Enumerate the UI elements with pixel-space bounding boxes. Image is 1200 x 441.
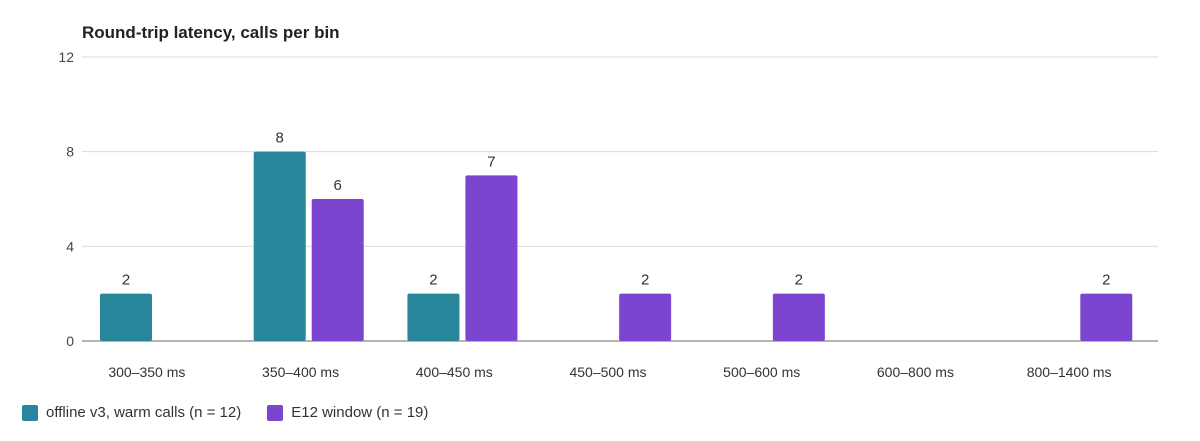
legend-label: E12 window (n = 19) (291, 404, 429, 421)
x-tick-label: 600–800 ms (877, 364, 954, 380)
bar[interactable] (619, 293, 672, 341)
bar[interactable] (772, 293, 825, 341)
bars (100, 151, 1133, 341)
legend-swatch (22, 404, 38, 421)
bar[interactable] (465, 175, 518, 341)
y-tick-label: 0 (66, 333, 74, 349)
y-tick-label: 8 (66, 144, 74, 160)
y-tick-label: 4 (66, 238, 74, 254)
bar[interactable] (311, 199, 364, 341)
bar[interactable] (1080, 293, 1133, 341)
x-tick-label: 800–1400 ms (1027, 364, 1112, 380)
legend-item-offline-v3[interactable]: offline v3, warm calls (n = 12) (22, 404, 241, 421)
legend-label: offline v3, warm calls (n = 12) (46, 404, 242, 421)
x-tick-label: 400–450 ms (416, 364, 493, 380)
data-label: 8 (276, 130, 284, 147)
y-axis-ticks: 0 4 8 12 (58, 49, 74, 349)
data-label: 2 (429, 272, 437, 289)
bar[interactable] (100, 293, 152, 341)
legend: offline v3, warm calls (n = 12) E12 wind… (22, 404, 428, 421)
x-tick-label: 450–500 ms (569, 364, 646, 380)
bar[interactable] (253, 151, 306, 341)
data-labels: 2 8 6 2 7 2 2 2 (122, 130, 1111, 289)
data-label: 2 (641, 272, 649, 289)
chart-title: Round-trip latency, calls per bin (82, 23, 340, 42)
data-label: 2 (122, 272, 130, 289)
x-tick-label: 500–600 ms (723, 364, 800, 380)
data-label: 2 (795, 272, 803, 289)
y-tick-label: 12 (58, 49, 74, 65)
x-tick-label: 300–350 ms (108, 364, 185, 380)
data-label: 6 (334, 177, 342, 194)
legend-item-e12-window[interactable]: E12 window (n = 19) (267, 404, 428, 421)
x-tick-label: 350–400 ms (262, 364, 339, 380)
x-axis-ticks: 300–350 ms 350–400 ms 400–450 ms 450–500 ms… (108, 364, 1111, 380)
data-label: 7 (487, 153, 495, 170)
bar[interactable] (407, 293, 460, 341)
legend-swatch (267, 404, 284, 421)
data-label: 2 (1102, 272, 1110, 289)
